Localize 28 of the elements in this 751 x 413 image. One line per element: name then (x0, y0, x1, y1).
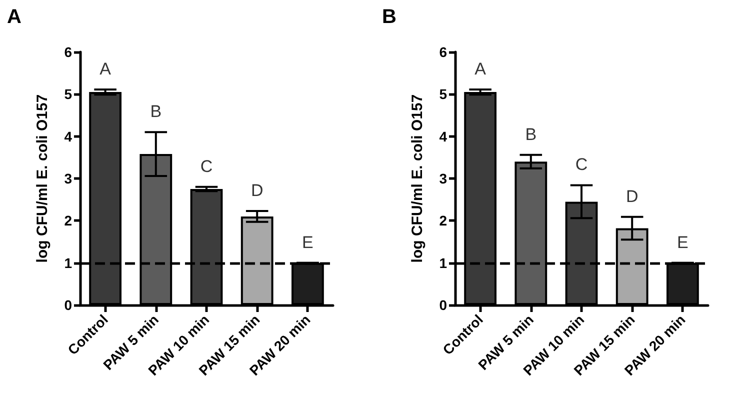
y-tick-label: 1 (439, 254, 448, 271)
annotation: C (200, 156, 213, 176)
annotation: A (100, 60, 112, 79)
y-tick-label: 6 (64, 44, 72, 60)
y-tick-label: 5 (439, 86, 448, 102)
y-tick-label: 0 (64, 297, 72, 313)
y-tick-label: 0 (439, 297, 448, 313)
y-tick-label: 4 (64, 128, 72, 144)
y-tick-label: 2 (439, 212, 448, 229)
chart-title: A (7, 6, 22, 28)
annotation: D (250, 180, 264, 200)
annotation: A (474, 60, 487, 79)
chart-title: B (382, 6, 396, 28)
y-tick-label: 6 (439, 44, 448, 60)
y-tick-label: 4 (439, 128, 448, 144)
annotation: E (677, 232, 688, 252)
annotation: D (626, 186, 638, 206)
y-tick-label: 3 (64, 170, 72, 186)
y-tick-label: 1 (64, 254, 72, 271)
y-tick-label: 3 (439, 170, 448, 186)
y-tick-label: 2 (64, 212, 72, 229)
annotation: B (525, 124, 537, 144)
y-axis-title: log CFU/ml E. coli O157 (409, 94, 426, 263)
y-axis-title: log CFU/ml E. coli O157 (34, 94, 51, 263)
annotation: E (302, 232, 314, 252)
annotation: C (575, 155, 588, 174)
annotation: B (150, 102, 162, 122)
y-tick-label: 5 (64, 86, 72, 102)
